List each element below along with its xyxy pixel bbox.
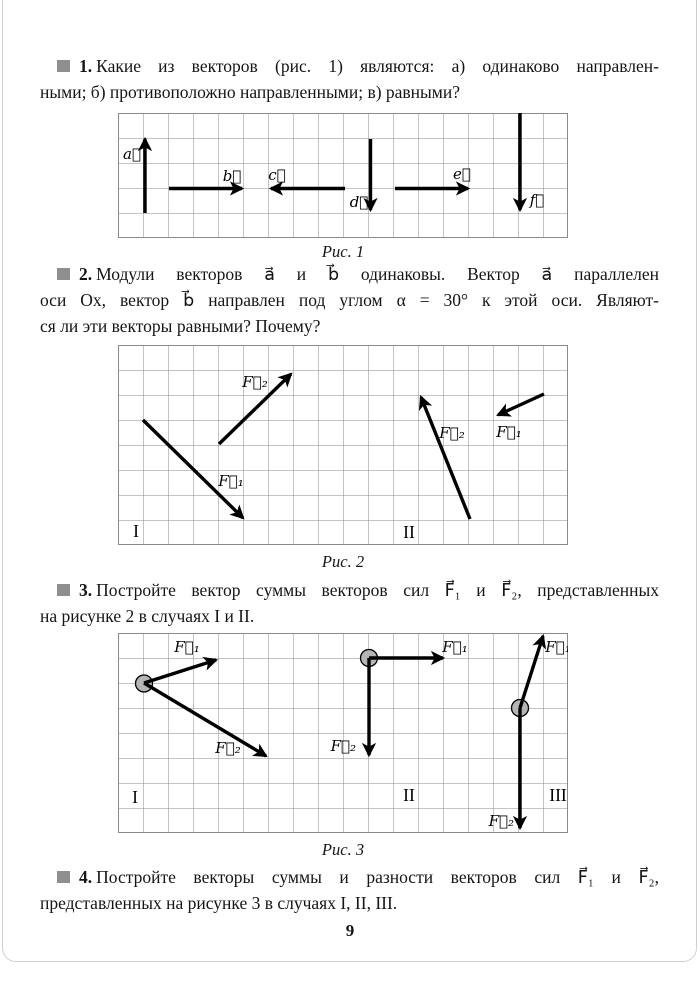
problem-text: Постройте векторы суммы и разности векто… xyxy=(96,867,659,887)
problem-bullet-square xyxy=(57,584,70,596)
fig2-case2-F2-label: F⃗₂ xyxy=(438,424,464,442)
vector-e-label: e⃗ xyxy=(453,165,471,183)
problem-text: Модули векторов a⃗ и b⃗ одинаковы. Векто… xyxy=(96,264,659,284)
fig3-case2-F2-label: F⃗₂ xyxy=(330,737,356,755)
fig3-case3-F1-label: F⃗₁ xyxy=(544,638,568,656)
fig2-case2-F2-arrow xyxy=(418,395,472,520)
problem-text: Какие из векторов (рис. 1) являются: а) … xyxy=(96,56,659,76)
figure-1: a⃗ b⃗ c⃗ d⃗ e⃗ f⃗ xyxy=(118,113,568,238)
fig2-case2-label: II xyxy=(403,522,415,542)
fig2-case1-F1-arrow xyxy=(141,418,245,520)
vector-f-label: f⃗ xyxy=(529,191,545,209)
vector-b-label: b⃗ xyxy=(223,167,242,185)
problem-4: 4. Постройте векторы суммы и разности век… xyxy=(40,864,659,916)
fig2-case2-F1-label: F⃗₁ xyxy=(495,423,521,441)
fig2-case1-label: I xyxy=(133,521,139,541)
figure-1-grid xyxy=(118,113,568,238)
problem-bullet-square xyxy=(57,268,70,280)
fig3-case1-F2-label: F⃗₂ xyxy=(214,739,240,757)
problem-bullet-square xyxy=(57,871,70,883)
problem-4-line-1: 4. Постройте векторы суммы и разности век… xyxy=(40,864,659,890)
problem-number: 3. xyxy=(79,580,93,600)
problem-number: 4. xyxy=(79,867,93,887)
problem-2-line-1: 2. Модули векторов a⃗ и b⃗ одинаковы. Век… xyxy=(40,261,659,287)
problem-1-line-2: ными; б) противоположно направленными; в… xyxy=(40,82,461,102)
fig3-case2-label: II xyxy=(403,785,415,805)
figure-3-caption: Рис. 3 xyxy=(321,840,365,859)
problem-number: 2. xyxy=(79,264,93,284)
fig3-case1-F1-arrow xyxy=(143,656,219,685)
fig2-case1-F2-label: F⃗₂ xyxy=(241,373,267,391)
problem-2-line-3: ся ли эти векторы равными? Почему? xyxy=(40,316,321,336)
fig3-case2-F1-label: F⃗₁ xyxy=(441,638,467,656)
problem-3-line-2: на рисунке 2 в случаях I и II. xyxy=(40,606,255,626)
problem-text: Постройте вектор суммы векторов сил F⃗₁ … xyxy=(96,580,659,600)
problem-1: 1. Какие из векторов (рис. 1) являются: а… xyxy=(40,53,659,105)
vector-c-label: c⃗ xyxy=(268,166,285,184)
problem-2: 2. Модули векторов a⃗ и b⃗ одинаковы. Век… xyxy=(40,261,659,339)
fig2-case1-F1-label: F⃗₁ xyxy=(217,472,243,490)
fig3-case3-label: III xyxy=(549,785,567,805)
figure-2-grid xyxy=(118,345,568,545)
fig2-case1-F2-arrow xyxy=(217,372,293,446)
vector-a-label: a⃗ xyxy=(123,145,141,163)
fig3-case1-F2-arrow xyxy=(143,681,268,758)
figure-2-caption: Рис. 2 xyxy=(321,552,365,571)
problem-3-line-1: 3. Постройте вектор суммы векторов сил F⃗… xyxy=(40,577,659,603)
problem-2-line-2: оси Ox, вектор b⃗ направлен под углом α … xyxy=(40,290,659,310)
fig3-case1-label: I xyxy=(132,787,138,807)
problem-bullet-square xyxy=(57,60,70,72)
figure-2: F⃗₁ F⃗₂ I F⃗₂ F⃗₁ II xyxy=(118,345,568,545)
page-number: 9 xyxy=(345,921,355,940)
fig3-case3-F1-arrow xyxy=(518,633,547,709)
problem-3: 3. Постройте вектор суммы векторов сил F⃗… xyxy=(40,577,659,629)
figure-3-grid xyxy=(118,633,568,833)
figure-1-caption: Рис. 1 xyxy=(321,242,365,261)
figure-3: F⃗₁ F⃗₂ I F⃗₁ F⃗₂ II F⃗₁ F⃗₂ III xyxy=(118,633,568,833)
fig3-case1-F1-label: F⃗₁ xyxy=(173,638,199,656)
problem-4-line-2: представленных на рисунке 3 в случаях I,… xyxy=(40,893,398,913)
fig2-case2-F1-arrow xyxy=(496,392,545,417)
problem-number: 1. xyxy=(79,56,93,76)
problem-1-line-1: 1. Какие из векторов (рис. 1) являются: а… xyxy=(40,53,659,79)
vector-d-label: d⃗ xyxy=(350,193,369,211)
fig3-case3-F2-label: F⃗₂ xyxy=(488,812,514,830)
